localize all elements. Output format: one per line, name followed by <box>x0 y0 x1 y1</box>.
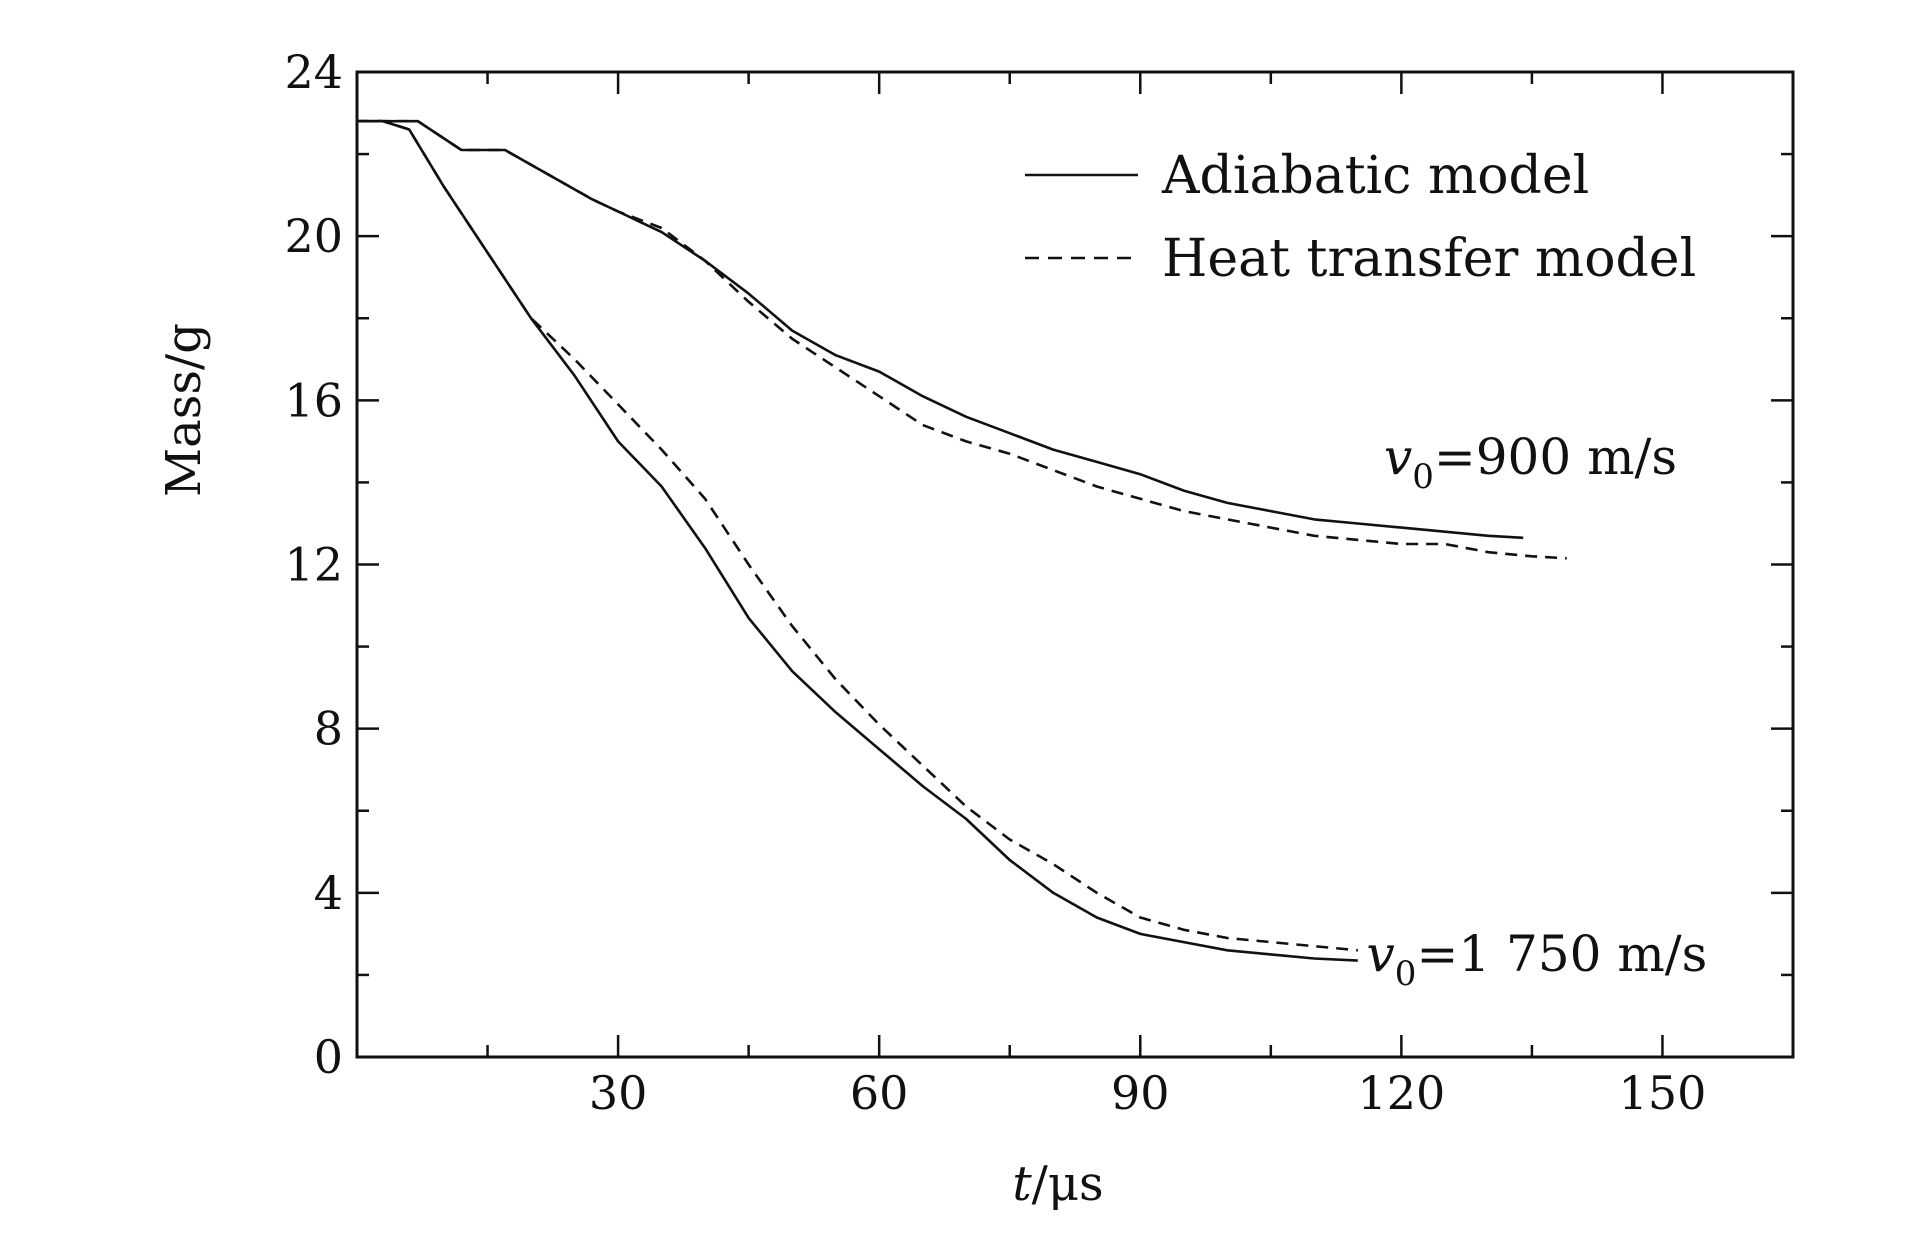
y-tick-label: 16 <box>284 373 343 427</box>
x-axis-title-variable: t <box>1012 1156 1032 1212</box>
annotation-v0-1750-subscript: 0 <box>1395 954 1417 994</box>
x-tick-label: 90 <box>1111 1066 1170 1120</box>
series-line-v1750-heat-transfer <box>357 119 1358 952</box>
x-tick-label: 60 <box>850 1066 909 1120</box>
series-line-v1750-adiabatic <box>357 119 1358 962</box>
x-tick-label: 120 <box>1357 1066 1445 1120</box>
annotation-v0-1750: v0=1 750 m/s <box>1367 925 1708 994</box>
x-axis-title-unit: /μs <box>1032 1156 1104 1212</box>
annotation-v0-900-text: =900 m/s <box>1434 428 1677 486</box>
y-tick-label: 20 <box>284 209 343 263</box>
annotation-v0-900-subscript: 0 <box>1412 457 1434 497</box>
annotation-v0-1750-symbol: v <box>1367 925 1395 983</box>
x-tick-label: 30 <box>589 1066 648 1120</box>
y-tick-label: 24 <box>284 45 343 99</box>
plot-frame <box>355 70 1795 1059</box>
series-layer <box>357 119 1567 962</box>
annotation-v0-900: v0=900 m/s <box>1384 428 1677 497</box>
axis-ticks <box>357 72 1793 1057</box>
y-tick-label: 0 <box>314 1030 343 1084</box>
legend-label-adiabatic: Adiabatic model <box>1161 146 1589 206</box>
annotation-v0-900-symbol: v <box>1384 428 1412 486</box>
series-line-v900-heat-transfer <box>357 119 1567 560</box>
legend: Adiabatic model Heat transfer model <box>1025 146 1696 289</box>
x-tick-label: 150 <box>1619 1066 1707 1120</box>
y-tick-label: 4 <box>314 866 343 920</box>
x-axis-title: t/μs <box>1012 1156 1103 1212</box>
annotation-v0-1750-text: =1 750 m/s <box>1416 925 1707 983</box>
plot-border <box>355 70 1795 1059</box>
legend-label-heat-transfer: Heat transfer model <box>1162 229 1696 289</box>
tick-labels: 30 60 90 120 150 0 4 8 12 16 20 24 <box>284 45 1706 1120</box>
y-tick-label: 12 <box>284 538 343 592</box>
y-axis-title: Mass/g <box>156 323 212 497</box>
y-tick-label: 8 <box>314 702 343 756</box>
